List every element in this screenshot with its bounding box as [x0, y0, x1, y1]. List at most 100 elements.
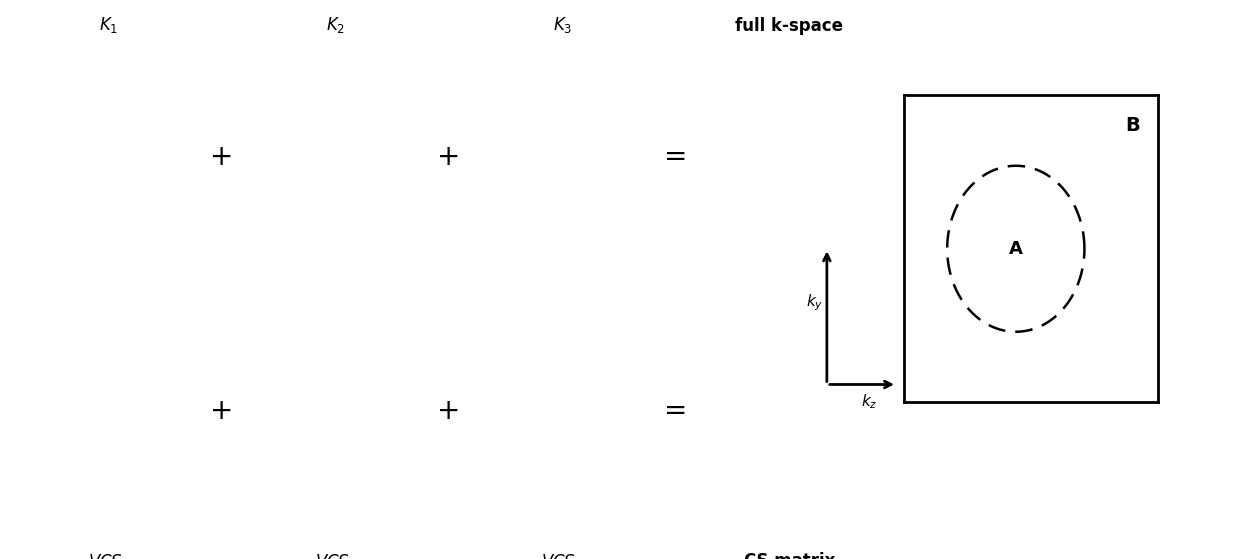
Point	[105, 496, 125, 505]
Point	[119, 131, 139, 140]
Point	[800, 104, 820, 113]
Point	[332, 200, 352, 209]
Point	[546, 145, 565, 154]
Point	[773, 372, 792, 381]
Point	[305, 159, 325, 168]
Point	[305, 104, 325, 113]
Point	[10, 173, 30, 182]
Point	[732, 468, 751, 477]
Point	[105, 358, 125, 367]
Point	[841, 427, 861, 436]
Point	[773, 386, 792, 395]
Point	[291, 427, 311, 436]
Point	[773, 214, 792, 223]
Point	[174, 228, 193, 236]
Point	[704, 440, 724, 449]
Point	[305, 400, 325, 409]
Point	[691, 427, 711, 436]
Point	[64, 77, 84, 86]
Point	[718, 159, 738, 168]
Point	[813, 77, 833, 86]
Point	[546, 173, 565, 182]
Point	[37, 77, 57, 86]
Point	[291, 372, 311, 381]
Point	[505, 358, 525, 367]
Point	[105, 131, 125, 140]
Point	[704, 186, 724, 195]
Point	[600, 77, 620, 86]
Point	[24, 468, 43, 477]
Point	[237, 468, 257, 477]
Point	[532, 200, 552, 209]
Point	[505, 145, 525, 154]
Point	[346, 200, 366, 209]
Point	[264, 63, 284, 72]
Point	[813, 317, 833, 326]
Point	[51, 413, 71, 422]
Point	[745, 63, 765, 72]
Point	[291, 131, 311, 140]
Point	[546, 159, 565, 168]
Point	[105, 118, 125, 127]
Point	[305, 440, 325, 449]
Point	[119, 173, 139, 182]
Point	[641, 241, 661, 250]
Point	[813, 386, 833, 395]
Point	[691, 77, 711, 86]
Point	[759, 145, 779, 154]
Point	[119, 386, 139, 395]
Point	[854, 372, 874, 381]
Point	[587, 317, 606, 326]
Point	[264, 145, 284, 154]
Point	[546, 118, 565, 127]
Point	[559, 104, 579, 113]
Point	[332, 413, 352, 422]
Point	[51, 386, 71, 395]
Point	[291, 186, 311, 195]
Point	[278, 496, 298, 505]
Point	[704, 331, 724, 340]
Point	[573, 400, 593, 409]
Point	[704, 118, 724, 127]
Point	[732, 413, 751, 422]
Point	[745, 317, 765, 326]
Point	[854, 63, 874, 72]
Point	[546, 186, 565, 195]
Point	[614, 427, 634, 436]
Point	[718, 358, 738, 367]
Text: $VCS_3$: $VCS_3$	[542, 552, 583, 559]
Point	[786, 200, 806, 209]
Point	[573, 496, 593, 505]
Point	[387, 200, 407, 209]
Point	[64, 131, 84, 140]
Point	[732, 241, 751, 250]
Point	[546, 104, 565, 113]
Point	[319, 372, 339, 381]
Point	[704, 145, 724, 154]
Point	[319, 200, 339, 209]
Point	[505, 386, 525, 395]
Point	[64, 386, 84, 395]
Point	[691, 173, 711, 182]
Point	[291, 145, 311, 154]
Point	[332, 131, 352, 140]
Point	[360, 131, 379, 140]
Point	[291, 400, 311, 409]
Point	[64, 496, 84, 505]
Point	[332, 440, 352, 449]
Point	[745, 372, 765, 381]
Point	[187, 214, 207, 223]
Point	[587, 440, 606, 449]
Point	[745, 496, 765, 505]
Point	[305, 131, 325, 140]
Point	[573, 200, 593, 209]
Point	[133, 186, 153, 195]
Point	[146, 400, 166, 409]
Point	[827, 400, 847, 409]
Point	[464, 358, 484, 367]
Point	[319, 104, 339, 113]
Point	[64, 186, 84, 195]
Point	[773, 63, 792, 72]
Point	[827, 372, 847, 381]
Point	[237, 200, 257, 209]
